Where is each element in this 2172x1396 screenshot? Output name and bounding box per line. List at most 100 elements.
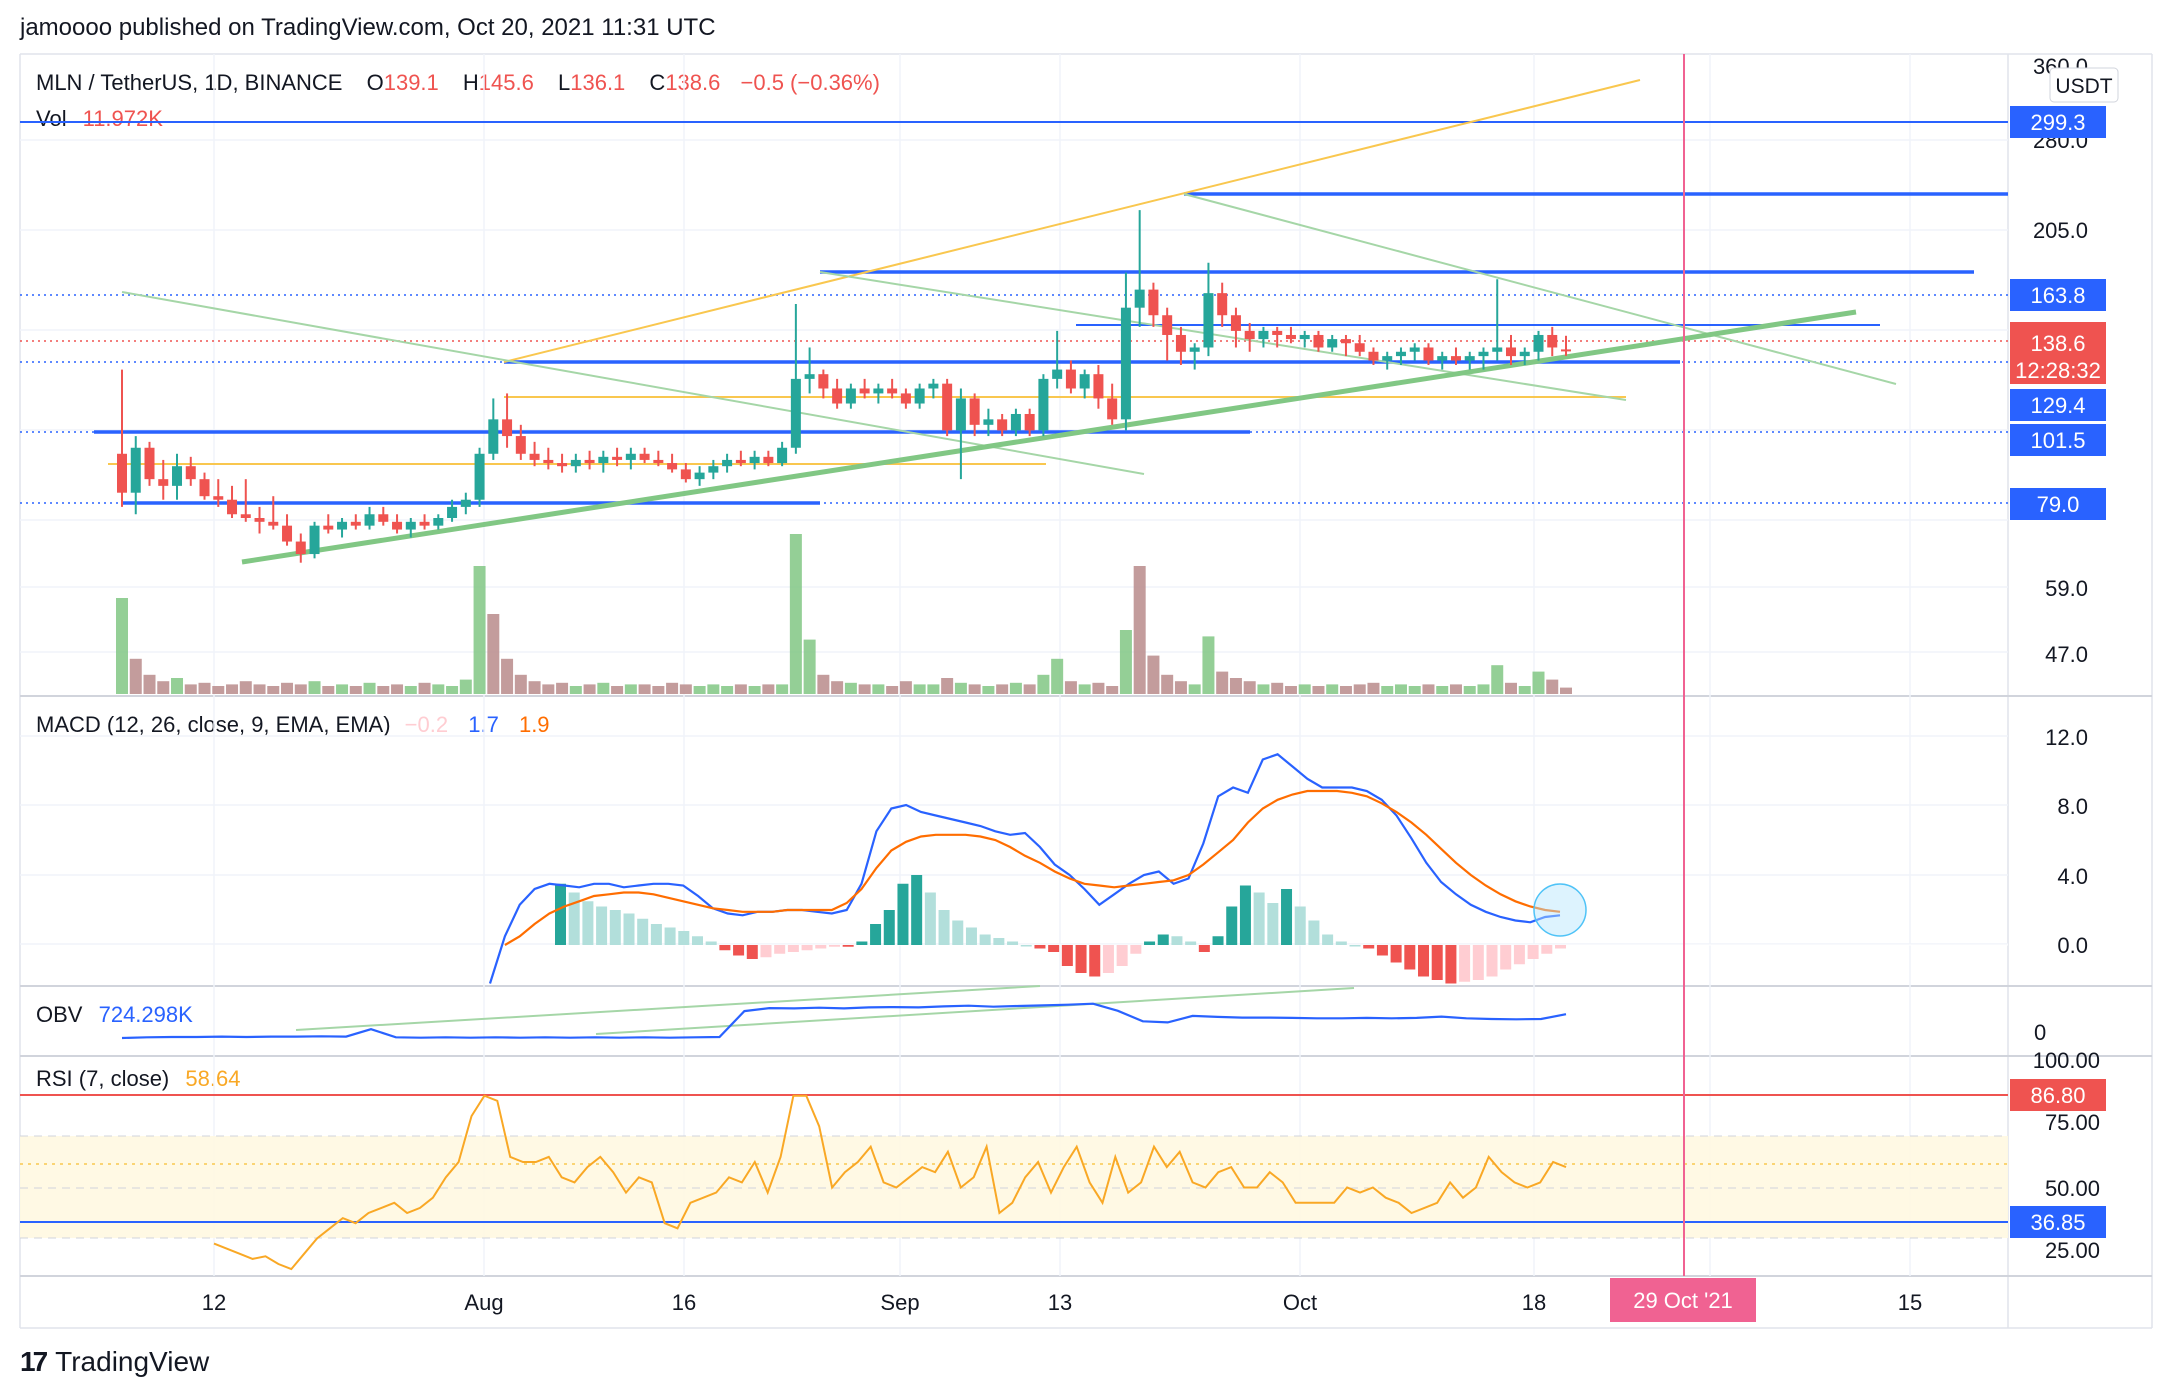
volume-bar (542, 684, 555, 694)
volume-bar (556, 682, 569, 694)
macd-hist-bar (1335, 941, 1347, 945)
volume-bar (569, 686, 582, 694)
volume-bar (363, 682, 376, 694)
macd-hist-bar (650, 924, 662, 945)
macd-hist-bar (609, 910, 621, 945)
volume-bar (1174, 681, 1187, 694)
volume-bar (1518, 686, 1531, 694)
time-tick-label: Oct (1283, 1290, 1317, 1315)
candle (832, 378, 843, 409)
candle (1423, 343, 1434, 366)
macd-hist-bar (1390, 945, 1402, 963)
volume-bar (377, 686, 390, 694)
green-downtrend-2 (819, 271, 1627, 401)
candle (584, 450, 595, 470)
macd-hist-bar (1294, 906, 1306, 945)
volume-bar (391, 684, 404, 694)
macd-hist-bar (870, 924, 882, 945)
macd-hist-bar (746, 945, 758, 959)
candle (1561, 335, 1571, 356)
volume-bar (803, 639, 816, 694)
candle (680, 463, 691, 483)
macd-hist-bar (568, 892, 580, 945)
candle (337, 518, 348, 538)
candle (1148, 282, 1159, 327)
volume-bar (171, 678, 184, 694)
macd-hist-bar (1418, 945, 1430, 977)
volume-bar (1216, 671, 1229, 694)
candle (405, 518, 416, 538)
badge-129 (2010, 389, 2106, 421)
candle (158, 459, 169, 500)
macd-hist-bar (1363, 945, 1375, 949)
candle (749, 450, 760, 470)
macd-hist-bar (1459, 945, 1471, 982)
badge-rsi-lo (2010, 1206, 2106, 1238)
symbol-name[interactable]: MLN / TetherUS, 1D, BINANCE (36, 70, 343, 95)
candle (639, 447, 650, 464)
time-axis[interactable]: 12 Aug 16 Sep 13 Oct 18 15 (202, 1290, 1922, 1315)
volume-bar (1092, 682, 1105, 694)
candle (1505, 334, 1516, 366)
volume-bar (1532, 671, 1545, 694)
volume-bar (982, 686, 995, 694)
obv-series (121, 1002, 1567, 1040)
candle (1409, 343, 1420, 361)
footer-brand[interactable]: 17 TradingView (20, 1346, 209, 1378)
macd-hist-bar (993, 938, 1005, 945)
candle (1258, 326, 1269, 348)
price-tick-label: 59.0 (2045, 576, 2088, 601)
rsi-label[interactable]: RSI (7, close) (36, 1066, 170, 1091)
volume-bar (1477, 684, 1490, 694)
volume-bar (1394, 684, 1407, 694)
macd-cross-annotation[interactable] (1533, 883, 1587, 937)
candle (543, 447, 554, 470)
volume-bar (116, 598, 128, 694)
volume-bar (831, 681, 844, 694)
macd-hist-bar (1116, 945, 1128, 966)
candle (887, 378, 898, 399)
volume-bar (308, 681, 321, 694)
candle (1368, 347, 1379, 366)
macd-hist-bar (1555, 945, 1566, 949)
macd-hist-bar (1431, 945, 1443, 980)
macd-hist-bar (856, 941, 868, 945)
macd-hist-bar (1048, 945, 1060, 952)
vol-label: Vol (36, 106, 67, 131)
volume-bar (1408, 686, 1421, 694)
badge-101 (2010, 424, 2106, 456)
macd-hist-bar (1445, 945, 1457, 984)
candle (928, 378, 939, 399)
low-label: L (557, 70, 571, 95)
volume-bar (1353, 684, 1366, 694)
badge-rsi-hi (2010, 1079, 2106, 1111)
candle (1093, 365, 1104, 409)
badge-299-text: 299.3 (2030, 110, 2085, 135)
candle (144, 441, 155, 486)
candle (392, 514, 403, 534)
badge-163 (2010, 279, 2106, 311)
countdown-text: 12:28:32 (2015, 358, 2101, 383)
publisher-header: jamoooo published on TradingView.com, Oc… (20, 14, 716, 41)
open-label: O (366, 70, 384, 95)
macd-hist-bar (1157, 934, 1169, 945)
macd-hist-bar (1472, 945, 1484, 980)
obv-legend: OBV 724.298K (36, 1002, 193, 1028)
macd-hist-bar (1404, 945, 1416, 970)
volume-bar (487, 614, 500, 694)
candle (1024, 408, 1035, 437)
vol-value: 11.972K (82, 106, 163, 131)
candle (859, 378, 870, 399)
candle (1313, 330, 1324, 352)
candle (1038, 374, 1049, 437)
green-trend-lines[interactable] (121, 193, 1897, 1035)
macd-hist-bar (1034, 945, 1046, 949)
time-tick-label: 13 (1048, 1290, 1072, 1315)
volume-bar (198, 682, 211, 694)
macd-tick-label: 0.0 (2057, 933, 2088, 958)
volume-bar (1188, 684, 1201, 694)
obv-label[interactable]: OBV (36, 1002, 83, 1027)
candle (790, 303, 801, 454)
candle (1299, 330, 1310, 348)
